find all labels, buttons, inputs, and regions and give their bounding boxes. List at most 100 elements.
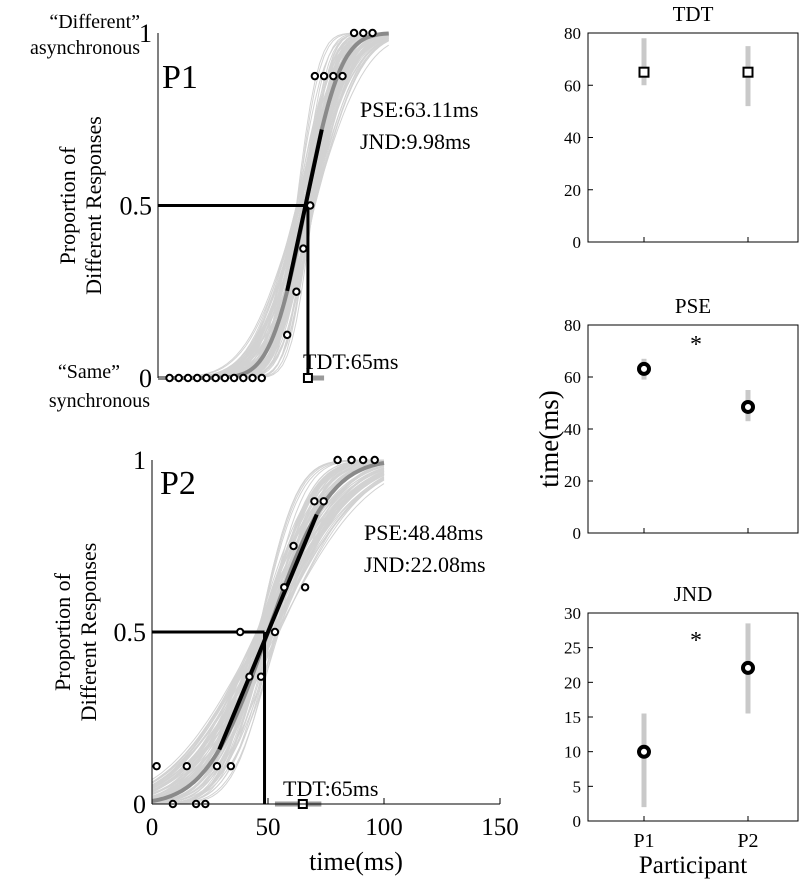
x-tick-label: P1 [633, 830, 654, 852]
different-annotation: “Different” [49, 11, 140, 33]
significance-star: * [690, 628, 702, 654]
x-tick-label: 0 [146, 814, 159, 841]
data-point [306, 201, 315, 210]
y-tick-label: 0 [573, 524, 582, 543]
panel-title: PSE [675, 294, 711, 318]
x-tick-label: P2 [737, 830, 758, 852]
data-point [239, 373, 248, 383]
jnd-value-text: JND:22.08ms [364, 552, 486, 577]
y-tick-label: 0 [139, 364, 152, 393]
panel-title: JND [674, 582, 713, 606]
y-tick-label: 30 [564, 604, 581, 623]
y-axis-label-line2: Different Responses [81, 116, 106, 295]
y-axis-label: time(ms) [534, 390, 564, 487]
y-tick-label: 40 [564, 420, 581, 439]
bootstrap-curve [151, 470, 385, 797]
data-point [300, 583, 310, 592]
bootstrap-curve [151, 460, 385, 805]
psychometric-panel-p1: 0 0.5 1 P1 PSE:63.11ms JND:9.98ms TDT:65ms Prop… [30, 11, 478, 412]
data-point [256, 672, 266, 681]
data-point [338, 71, 347, 81]
tdt-value-text: TDT:65ms [283, 776, 378, 801]
data-point [310, 497, 319, 506]
data-point [226, 761, 236, 771]
data-point [235, 627, 245, 637]
x-tick-label: 100 [365, 814, 403, 841]
bootstrap-curve [151, 469, 385, 789]
y-tick-label: 80 [564, 24, 581, 43]
fit-linear-segment [217, 513, 319, 751]
data-point [329, 71, 338, 81]
data-point [282, 330, 292, 340]
x-tick-label: 50 [256, 814, 281, 841]
data-point [211, 373, 220, 383]
bootstrap-curve [151, 459, 385, 804]
y-tick-label: 80 [564, 316, 581, 335]
y-tick-label: 0 [133, 790, 146, 819]
fit-linear-segment [285, 129, 324, 292]
data-point [333, 455, 342, 465]
pse-value-text: PSE:63.11ms [360, 97, 478, 122]
y-tick-label: 20 [564, 181, 581, 200]
y-tick-label: 0.5 [114, 618, 147, 647]
bootstrap-curve [151, 474, 385, 787]
bootstrap-curve [152, 459, 384, 805]
data-point [280, 583, 289, 592]
y-tick-label: 20 [564, 472, 581, 491]
data-point [220, 373, 230, 383]
panel-frame [587, 32, 799, 243]
y-tick-label: 20 [564, 673, 581, 692]
data-point [310, 71, 320, 81]
summary-panel-tdt: 0 20 40 60 80 TDT [564, 2, 799, 252]
data-point [202, 373, 211, 383]
panel-label: P1 [162, 59, 198, 96]
x-axis-label: Participant [639, 852, 747, 879]
data-point [257, 373, 266, 383]
pse-value-text: PSE:48.48ms [364, 520, 483, 545]
psychometric-panel-p2: 0 0.5 1 0 50 100 150 P2 PSE:48.48ms JND:22.08ms TD… [50, 446, 519, 876]
data-point [368, 28, 377, 38]
significance-star: * [690, 332, 702, 358]
data-point [370, 455, 379, 465]
value-marker [741, 399, 755, 414]
same-annotation: “Same” [58, 361, 120, 383]
y-axis-label-line1: Proportion of [55, 146, 80, 265]
data-point [359, 28, 368, 38]
asynchronous-annotation: asynchronous [30, 37, 140, 59]
value-marker [637, 361, 651, 376]
y-tick-label: 0 [573, 233, 582, 252]
jnd-value-text: JND:9.98ms [360, 129, 471, 154]
data-point [349, 28, 359, 38]
value-marker [638, 66, 650, 78]
bootstrap-curve [151, 459, 385, 805]
data-point [182, 761, 192, 771]
data-point [289, 541, 298, 551]
panel-label: P2 [160, 465, 196, 502]
y-tick-label: 5 [573, 777, 582, 796]
y-tick-label: 60 [564, 76, 581, 95]
value-marker [742, 66, 754, 78]
y-axis-label-line1: Proportion of [50, 572, 75, 691]
y-tick-label: 0.5 [120, 192, 153, 221]
y-tick-label: 0 [573, 812, 582, 831]
data-point [248, 373, 257, 383]
data-point [319, 497, 328, 506]
data-point [299, 244, 308, 253]
panel-title: TDT [673, 2, 714, 26]
data-point [292, 287, 301, 296]
data-point [245, 672, 254, 681]
data-point [358, 455, 368, 465]
data-point [165, 373, 174, 383]
y-tick-label: 10 [564, 743, 581, 762]
tdt-marker [302, 373, 313, 383]
data-point [152, 761, 161, 771]
data-point [270, 627, 280, 637]
data-point [319, 71, 329, 81]
value-marker [637, 744, 651, 759]
data-point [183, 373, 193, 383]
data-point [347, 455, 356, 465]
y-tick-label: 1 [139, 19, 152, 48]
value-marker [741, 660, 755, 675]
